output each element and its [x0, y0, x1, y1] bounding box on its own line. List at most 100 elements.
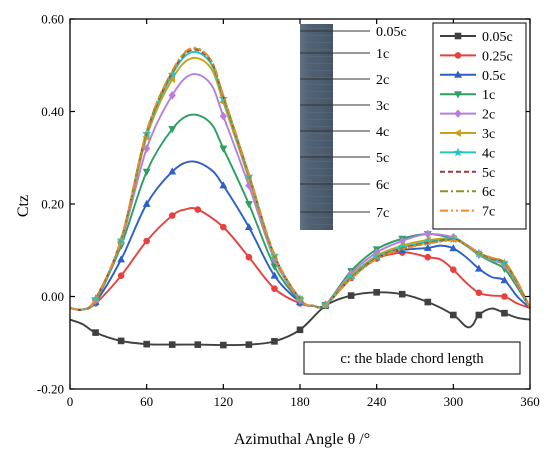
legend: 0.05c 0.25c 0.5c 1c 2c 3c 4c 5c 6c 7c	[432, 22, 527, 230]
data-point	[475, 311, 483, 319]
data-point	[143, 237, 150, 245]
x-tick-label: 0	[67, 394, 74, 409]
blade-texture	[299, 48, 334, 50]
data-point	[194, 206, 202, 213]
data-point	[450, 266, 457, 273]
blade-texture	[299, 139, 334, 141]
blade-illustration: 0.05c 1c 2c 3c 4c 5c 6c 7c	[299, 24, 407, 230]
blade-texture	[299, 188, 334, 190]
data-point	[475, 289, 483, 297]
legend-entry: 5c	[440, 166, 495, 181]
data-point	[271, 285, 278, 292]
x-tick-label: 120	[214, 394, 234, 409]
series-7c	[69, 46, 531, 311]
data-point	[142, 168, 151, 176]
data-point	[219, 145, 228, 153]
data-point	[424, 298, 432, 306]
data-point	[168, 341, 176, 348]
blade-section-label: 1c	[376, 47, 389, 62]
data-point	[271, 338, 278, 345]
legend-entry: 0.25c	[440, 49, 513, 64]
data-point	[244, 222, 253, 231]
series-layer	[69, 46, 531, 349]
x-axis-title: Azimuthal Angle θ /°	[234, 431, 370, 448]
legend-entry: 3c	[440, 127, 495, 142]
blade-texture	[299, 167, 334, 169]
blade-section-label: 4c	[376, 125, 389, 140]
legend-entry: 4c	[440, 146, 495, 161]
blade-section-label: 5c	[376, 151, 389, 166]
blade-texture	[299, 153, 334, 155]
legend-label: 2c	[482, 108, 495, 123]
legend-label: 5c	[482, 166, 495, 181]
data-point	[449, 244, 458, 252]
data-point	[219, 111, 227, 121]
blade-texture	[299, 195, 334, 197]
blade-texture	[299, 146, 334, 148]
blade-texture	[299, 41, 334, 43]
legend-label: 6c	[482, 185, 495, 200]
data-point	[453, 129, 461, 137]
note-box: c: the blade chord length	[303, 341, 521, 375]
data-point	[424, 253, 432, 261]
data-point	[245, 253, 253, 261]
series-0.05c	[69, 289, 531, 349]
blade-texture	[299, 97, 334, 99]
legend-label: 4c	[482, 146, 495, 161]
data-point	[117, 337, 125, 345]
blade-texture	[299, 69, 334, 71]
legend-entry: 2c	[440, 108, 495, 123]
blade-section-label: 2c	[376, 73, 389, 88]
data-point	[454, 70, 462, 78]
data-point	[501, 309, 508, 317]
data-point	[244, 171, 254, 181]
legend-entry: 0.5c	[440, 69, 506, 84]
data-point	[143, 340, 150, 348]
blade-section-label: 0.05c	[376, 25, 407, 40]
data-point	[194, 341, 202, 348]
note-text: c: the blade chord length	[340, 351, 484, 367]
legend-entry: 7c	[440, 205, 495, 220]
blade-texture	[299, 160, 334, 162]
blade-texture	[299, 202, 334, 204]
legend-entry: 6c	[440, 185, 495, 200]
data-point	[168, 212, 176, 219]
x-tick-label: 300	[444, 394, 464, 409]
y-tick-label: 0.40	[41, 104, 64, 119]
data-point	[117, 272, 125, 279]
y-tick-label: 0.20	[41, 197, 64, 212]
x-tick-label: 360	[520, 394, 540, 409]
data-point	[454, 109, 462, 118]
blade-texture	[299, 111, 334, 113]
blade-texture	[299, 118, 334, 120]
y-tick-label: 0.00	[41, 289, 64, 304]
ticks-layer: 0 60 120 180 240 300 360 -0.20 0.00 0.20 0.40 0.60	[37, 12, 540, 410]
data-point	[167, 69, 177, 79]
data-point	[501, 293, 508, 300]
blade-texture	[299, 174, 334, 176]
data-point	[450, 311, 457, 319]
legend-box	[432, 22, 527, 230]
data-point	[244, 201, 253, 209]
data-point	[142, 199, 151, 207]
data-point	[220, 341, 227, 349]
data-point	[453, 147, 463, 157]
legend-label: 0.5c	[482, 69, 506, 84]
blade-texture	[299, 209, 334, 211]
legend-entry: 1c	[440, 88, 495, 103]
blade-texture	[299, 181, 334, 183]
data-point	[270, 263, 279, 271]
data-point	[167, 75, 176, 84]
data-point	[245, 341, 253, 348]
data-point	[296, 326, 304, 334]
data-point	[220, 223, 227, 231]
blade-section-label: 7c	[376, 206, 389, 221]
blade-texture	[299, 125, 334, 127]
data-point	[398, 290, 406, 298]
data-point	[454, 52, 462, 59]
data-point	[373, 289, 380, 296]
blade-section-label: 3c	[376, 99, 389, 114]
blade-texture	[299, 62, 334, 64]
blade-texture	[299, 83, 334, 85]
legend-entries: 0.05c 0.25c 0.5c 1c 2c 3c 4c 5c 6c 7c	[440, 30, 513, 220]
